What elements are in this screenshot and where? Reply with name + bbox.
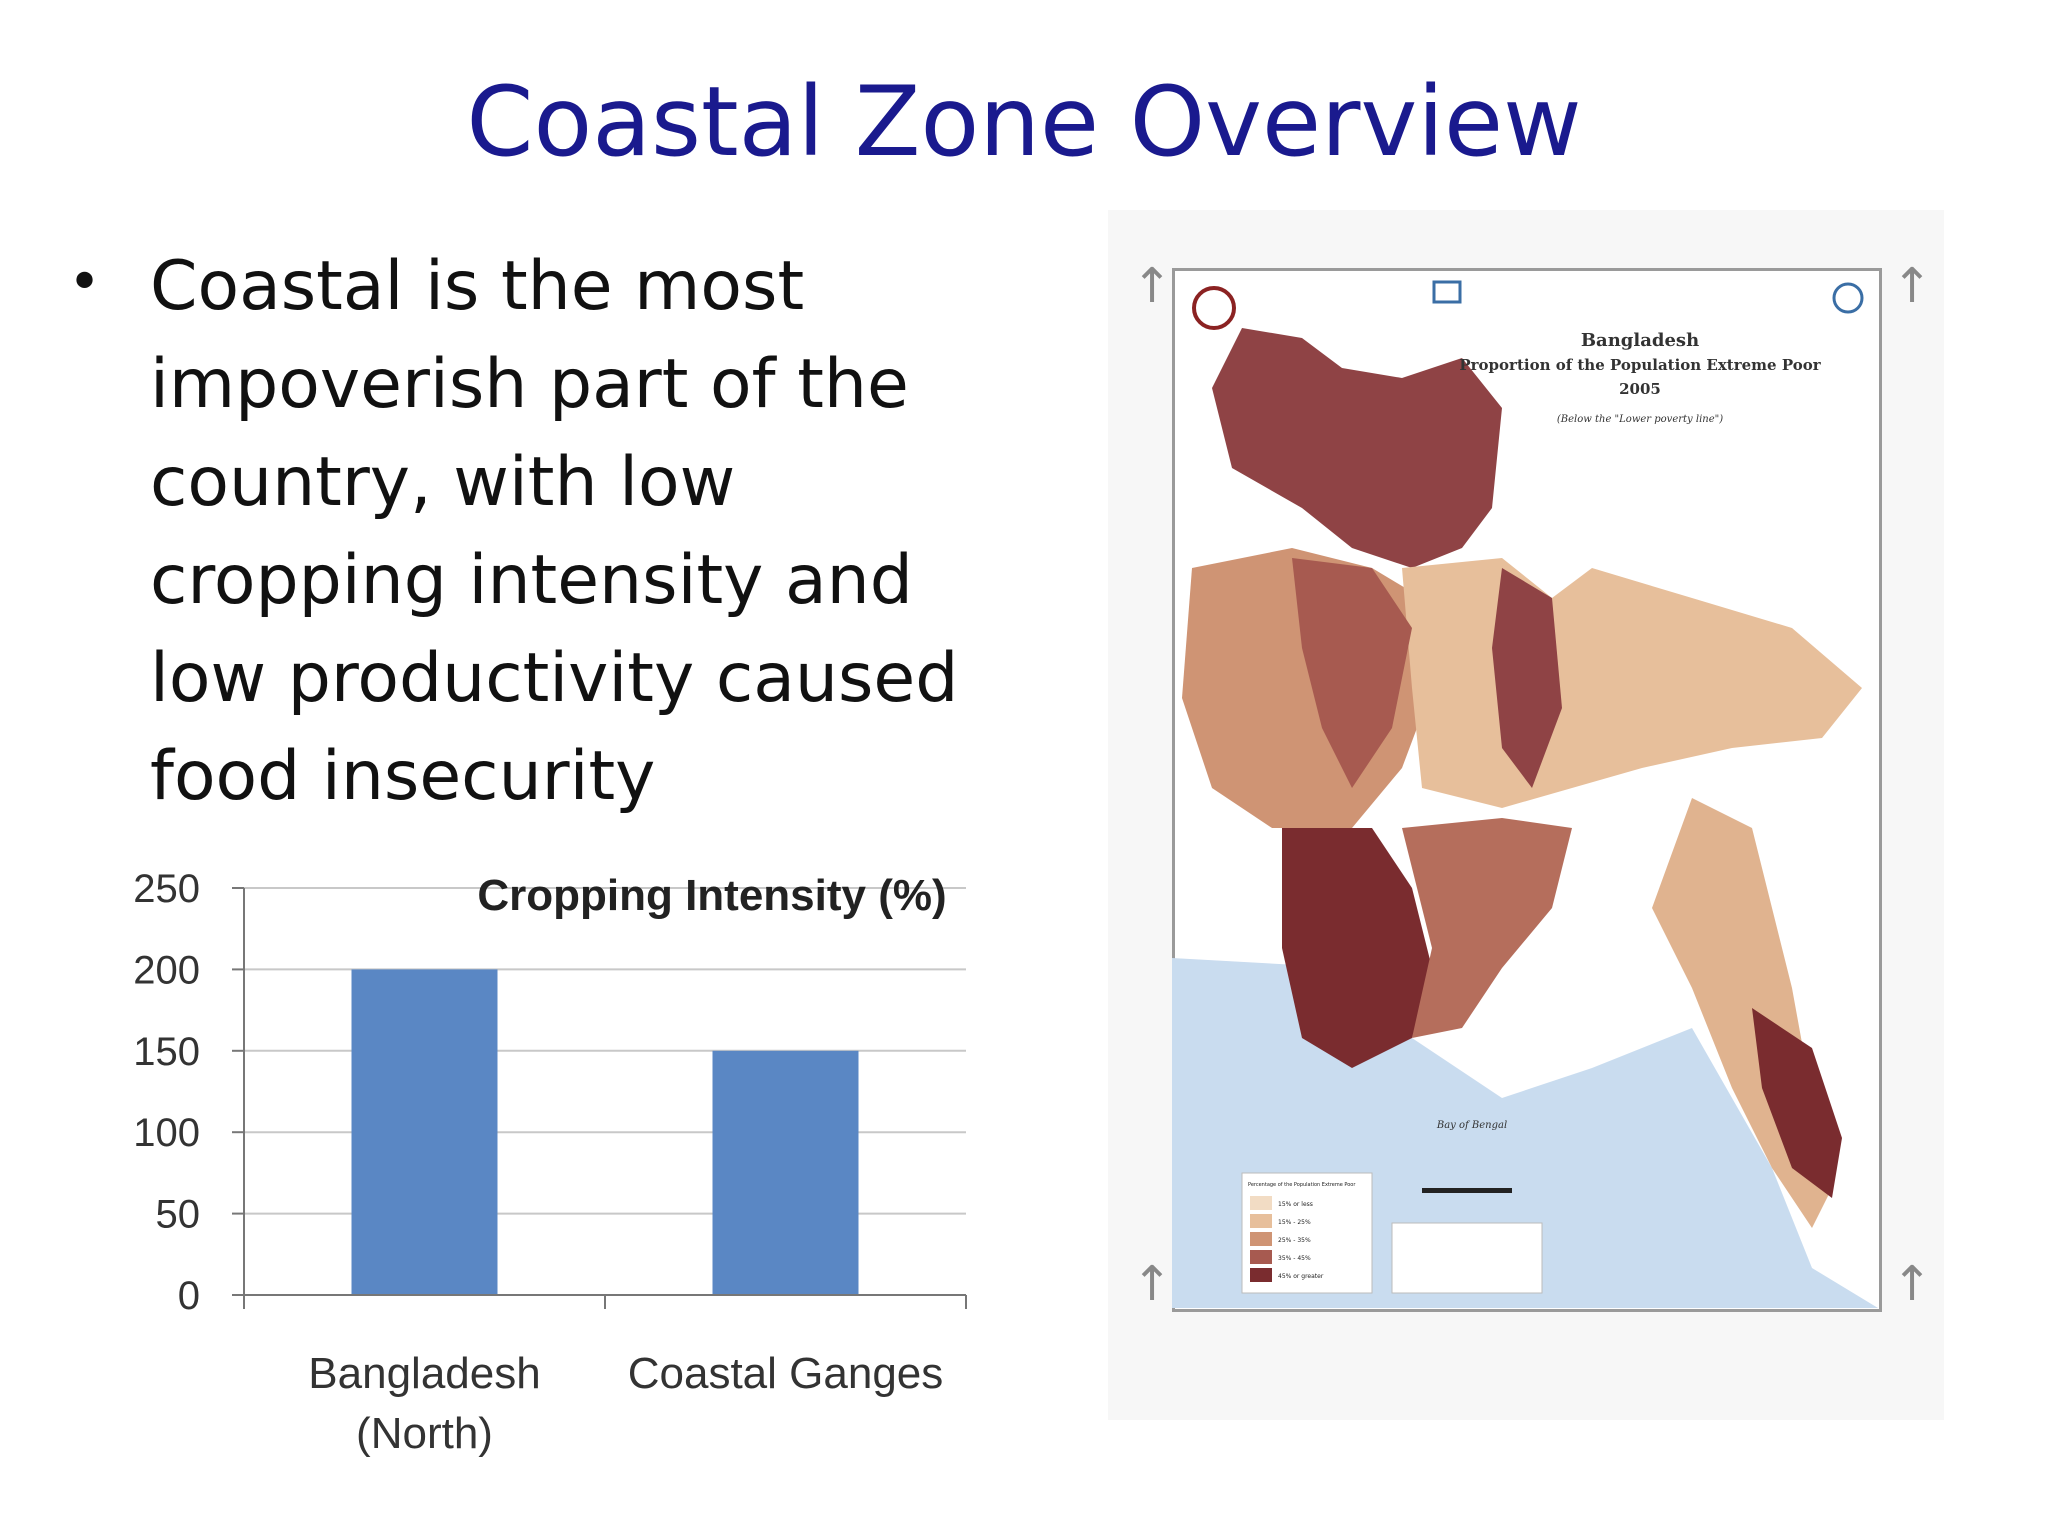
land-southwest xyxy=(1282,828,1432,1068)
land-central xyxy=(1402,558,1862,808)
logo-center xyxy=(1432,280,1462,304)
y-tick-label: 200 xyxy=(133,948,200,992)
slide-title: Coastal Zone Overview xyxy=(466,66,1582,178)
map-subtitle: Proportion of the Population Extreme Poo… xyxy=(1459,356,1821,374)
map-caption: (Below the "Lower poverty line") xyxy=(1556,414,1724,425)
x-category-label: Coastal Ganges xyxy=(628,1349,944,1398)
legend-title: Percentage of the Population Extreme Poo… xyxy=(1248,1182,1356,1188)
legend-swatch xyxy=(1250,1196,1272,1210)
legend-swatch xyxy=(1250,1232,1272,1246)
legend-swatch xyxy=(1250,1268,1272,1282)
up-arrow-icon: ↑ xyxy=(1132,1256,1173,1312)
y-tick-label: 250 xyxy=(133,867,200,911)
x-category-label: Bangladesh (North) xyxy=(308,1349,540,1458)
map-title: Bangladesh xyxy=(1580,330,1700,351)
y-tick-label: 100 xyxy=(133,1111,200,1155)
up-arrow-icon: ↑ xyxy=(1892,1256,1933,1312)
land-southeast-dark xyxy=(1752,1008,1842,1198)
legend-swatch xyxy=(1250,1214,1272,1228)
land-north xyxy=(1212,328,1502,568)
land-central-dark xyxy=(1292,558,1412,788)
land-east-band xyxy=(1492,568,1562,788)
sea-label: Bay of Bengal xyxy=(1436,1120,1507,1131)
y-tick-label: 50 xyxy=(156,1193,201,1237)
legend-label: 25% - 35% xyxy=(1278,1237,1311,1244)
y-tick-label: 0 xyxy=(178,1274,200,1318)
map-year: 2005 xyxy=(1619,380,1661,398)
bar xyxy=(351,969,498,1295)
y-tick-label: 150 xyxy=(133,1030,200,1074)
chart-title: Cropping Intensity (%) xyxy=(477,871,946,920)
bar xyxy=(712,1050,859,1295)
legend-swatch xyxy=(1250,1250,1272,1264)
legend-label: 15% or less xyxy=(1278,1201,1313,1208)
logo-right xyxy=(1832,282,1864,314)
bangladesh-poverty-map: Bay of Bengal 15% or less 15% - 25% 25% - … xyxy=(1172,280,1878,1308)
legend-label: 45% or greater xyxy=(1278,1273,1324,1280)
land-delta xyxy=(1402,818,1572,1038)
scale-bar xyxy=(1422,1188,1512,1193)
bullet-text: Coastal is the most impoverish part of t… xyxy=(150,247,959,816)
cropping-intensity-chart: 0 50 100 150 200 250 Bangladesh (North) Coastal … xyxy=(133,867,967,1458)
notes-box xyxy=(1391,1222,1543,1294)
legend-label: 35% - 45% xyxy=(1278,1255,1311,1262)
bullet-point: • xyxy=(68,250,102,315)
up-arrow-icon: ↑ xyxy=(1132,258,1173,314)
up-arrow-icon: ↑ xyxy=(1892,258,1933,314)
legend-label: 15% - 25% xyxy=(1278,1219,1311,1226)
logo-left xyxy=(1192,286,1236,330)
